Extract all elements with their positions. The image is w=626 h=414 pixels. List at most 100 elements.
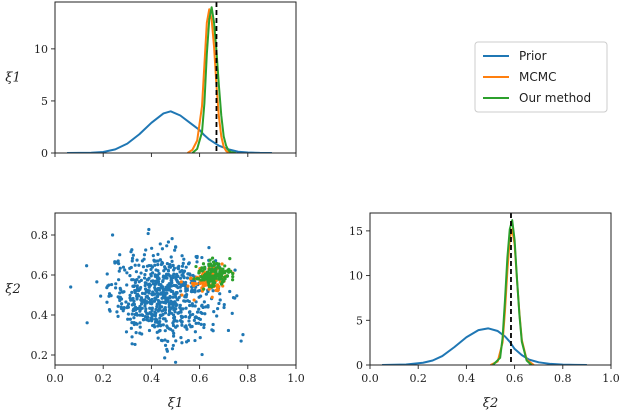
scatter-point: [163, 343, 168, 347]
scatter-point: [168, 274, 172, 278]
scatter-point: [209, 275, 213, 279]
scatter-point: [174, 295, 178, 299]
scatter-point: [132, 316, 136, 320]
scatter-point: [177, 295, 181, 300]
scatter-point: [132, 321, 136, 325]
scatter-point: [196, 289, 200, 293]
scatter-point: [186, 262, 191, 266]
x-tick-label: 0.4: [143, 372, 161, 385]
scatter-point: [173, 293, 178, 297]
scatter-point: [106, 284, 110, 288]
scatter-point: [114, 282, 118, 286]
scatter-point: [146, 231, 150, 236]
scatter-point: [176, 298, 180, 302]
scatter-point: [226, 328, 231, 333]
scatter-point: [159, 313, 163, 318]
series-line-mcmc: [187, 8, 234, 153]
scatter-point: [164, 272, 169, 276]
scatter-point: [135, 286, 140, 290]
scatter-point: [170, 278, 174, 283]
scatter-point: [142, 276, 147, 280]
scatter-point: [220, 280, 224, 284]
scatter-point: [108, 309, 112, 313]
scatter-point: [161, 323, 165, 327]
scatter-point: [193, 304, 197, 308]
scatter-point: [117, 278, 121, 282]
scatter-point: [146, 283, 151, 287]
scatter-point: [137, 294, 141, 298]
scatter-point: [166, 269, 171, 273]
scatter-point: [180, 264, 185, 268]
scatter-point: [133, 306, 137, 310]
scatter-point: [231, 271, 235, 276]
scatter-point: [69, 285, 73, 289]
scatter-point: [135, 313, 139, 317]
scatter-point: [179, 280, 183, 284]
scatter-point: [116, 304, 120, 308]
scatter-point: [156, 286, 160, 291]
scatter-point: [184, 265, 188, 269]
scatter-point: [144, 307, 148, 311]
scatter-point: [135, 284, 139, 288]
scatter-point: [105, 300, 109, 304]
scatter-point: [220, 272, 224, 276]
scatter-point: [141, 298, 145, 303]
scatter-point: [222, 305, 226, 310]
scatter-point: [210, 256, 215, 260]
scatter-point: [218, 274, 222, 278]
scatter-point: [138, 331, 142, 335]
scatter-point: [168, 281, 173, 286]
scatter-point: [124, 330, 129, 334]
scatter-point: [157, 272, 161, 276]
scatter-point: [174, 303, 178, 308]
scatter-point: [156, 309, 160, 313]
scatter-point: [181, 261, 185, 265]
scatter-point: [174, 284, 178, 288]
scatter-point: [118, 253, 122, 257]
scatter-point: [155, 305, 159, 309]
scatter-point: [155, 276, 159, 280]
scatter-point: [160, 247, 165, 251]
scatter-point: [197, 316, 201, 321]
scatter-point: [203, 312, 207, 316]
scatter-point: [197, 269, 201, 273]
scatter-point: [133, 342, 137, 347]
scatter-point: [122, 306, 126, 310]
scatter-point: [121, 290, 125, 294]
scatter-point: [138, 304, 142, 309]
scatter-point: [131, 302, 136, 306]
scatter-point: [172, 331, 176, 335]
scatter-point: [144, 281, 148, 285]
scatter-point: [153, 313, 157, 317]
scatter-point: [192, 318, 196, 323]
scatter-point: [145, 311, 149, 316]
scatter-point: [179, 283, 183, 287]
scatter-point: [186, 299, 190, 303]
scatter-point: [172, 316, 176, 320]
scatter-point: [138, 309, 142, 313]
y-tick-label: 15: [349, 225, 363, 238]
scatter-point: [148, 306, 152, 310]
scatter-point: [161, 279, 165, 283]
series-line-our-method: [492, 219, 533, 365]
scatter-point: [99, 294, 103, 298]
scatter-point: [214, 266, 218, 270]
scatter-point: [193, 290, 197, 294]
scatter-point: [208, 258, 212, 262]
axes-frame: [54, 212, 297, 366]
scatter-point: [187, 315, 192, 319]
scatter-point: [223, 269, 227, 273]
scatter-point: [158, 324, 163, 328]
scatter-point: [151, 279, 155, 283]
scatter-point: [153, 263, 157, 267]
scatter-point: [155, 330, 159, 334]
scatter-point: [143, 273, 147, 277]
scatter-point: [141, 265, 146, 269]
scatter-point: [182, 257, 186, 261]
scatter-point: [125, 306, 129, 310]
scatter-point: [210, 267, 214, 271]
x-tick-label: 0.6: [506, 372, 524, 385]
scatter-point: [192, 298, 196, 302]
scatter-point: [168, 307, 172, 311]
scatter-point: [151, 282, 155, 286]
